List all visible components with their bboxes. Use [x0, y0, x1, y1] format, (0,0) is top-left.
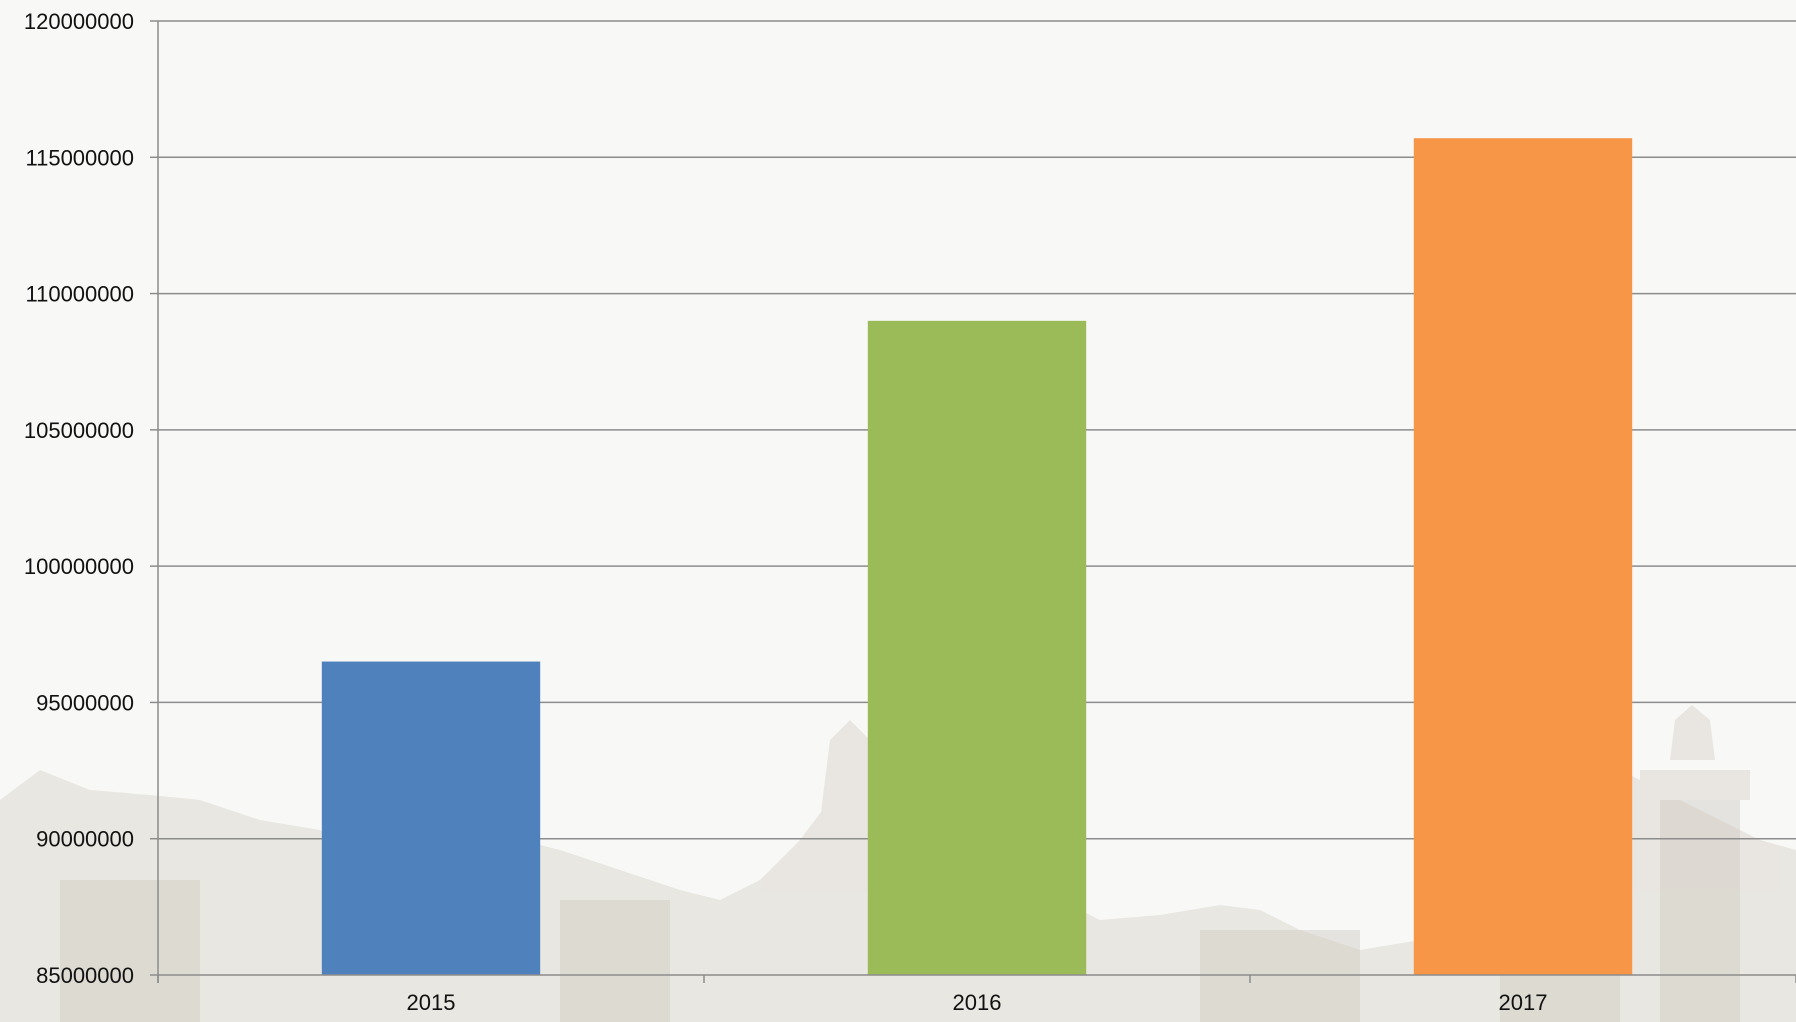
y-tick-labels: 85000000 90000000 95000000 100000000 1050000…: [24, 9, 134, 988]
x-tick-label: 2016: [953, 990, 1002, 1015]
x-tick-labels: 2015 2016 2017: [407, 990, 1548, 1015]
x-tick-label: 2017: [1499, 990, 1548, 1015]
bar-2016: [867, 320, 1087, 975]
y-tick-label: 105000000: [24, 418, 134, 443]
bar-2017: [1413, 138, 1633, 976]
y-tick-label: 95000000: [36, 690, 134, 715]
y-tick-label: 115000000: [26, 145, 135, 170]
bar-2015: [321, 661, 541, 975]
y-tick-label: 120000000: [24, 9, 134, 34]
y-tick-label: 110000000: [26, 282, 135, 307]
axes: [157, 21, 1796, 983]
y-tick-label: 100000000: [24, 554, 134, 579]
y-tick-label: 85000000: [36, 963, 134, 988]
bars: [321, 138, 1633, 976]
y-tick-label: 90000000: [36, 827, 134, 852]
x-tick-label: 2015: [407, 990, 456, 1015]
